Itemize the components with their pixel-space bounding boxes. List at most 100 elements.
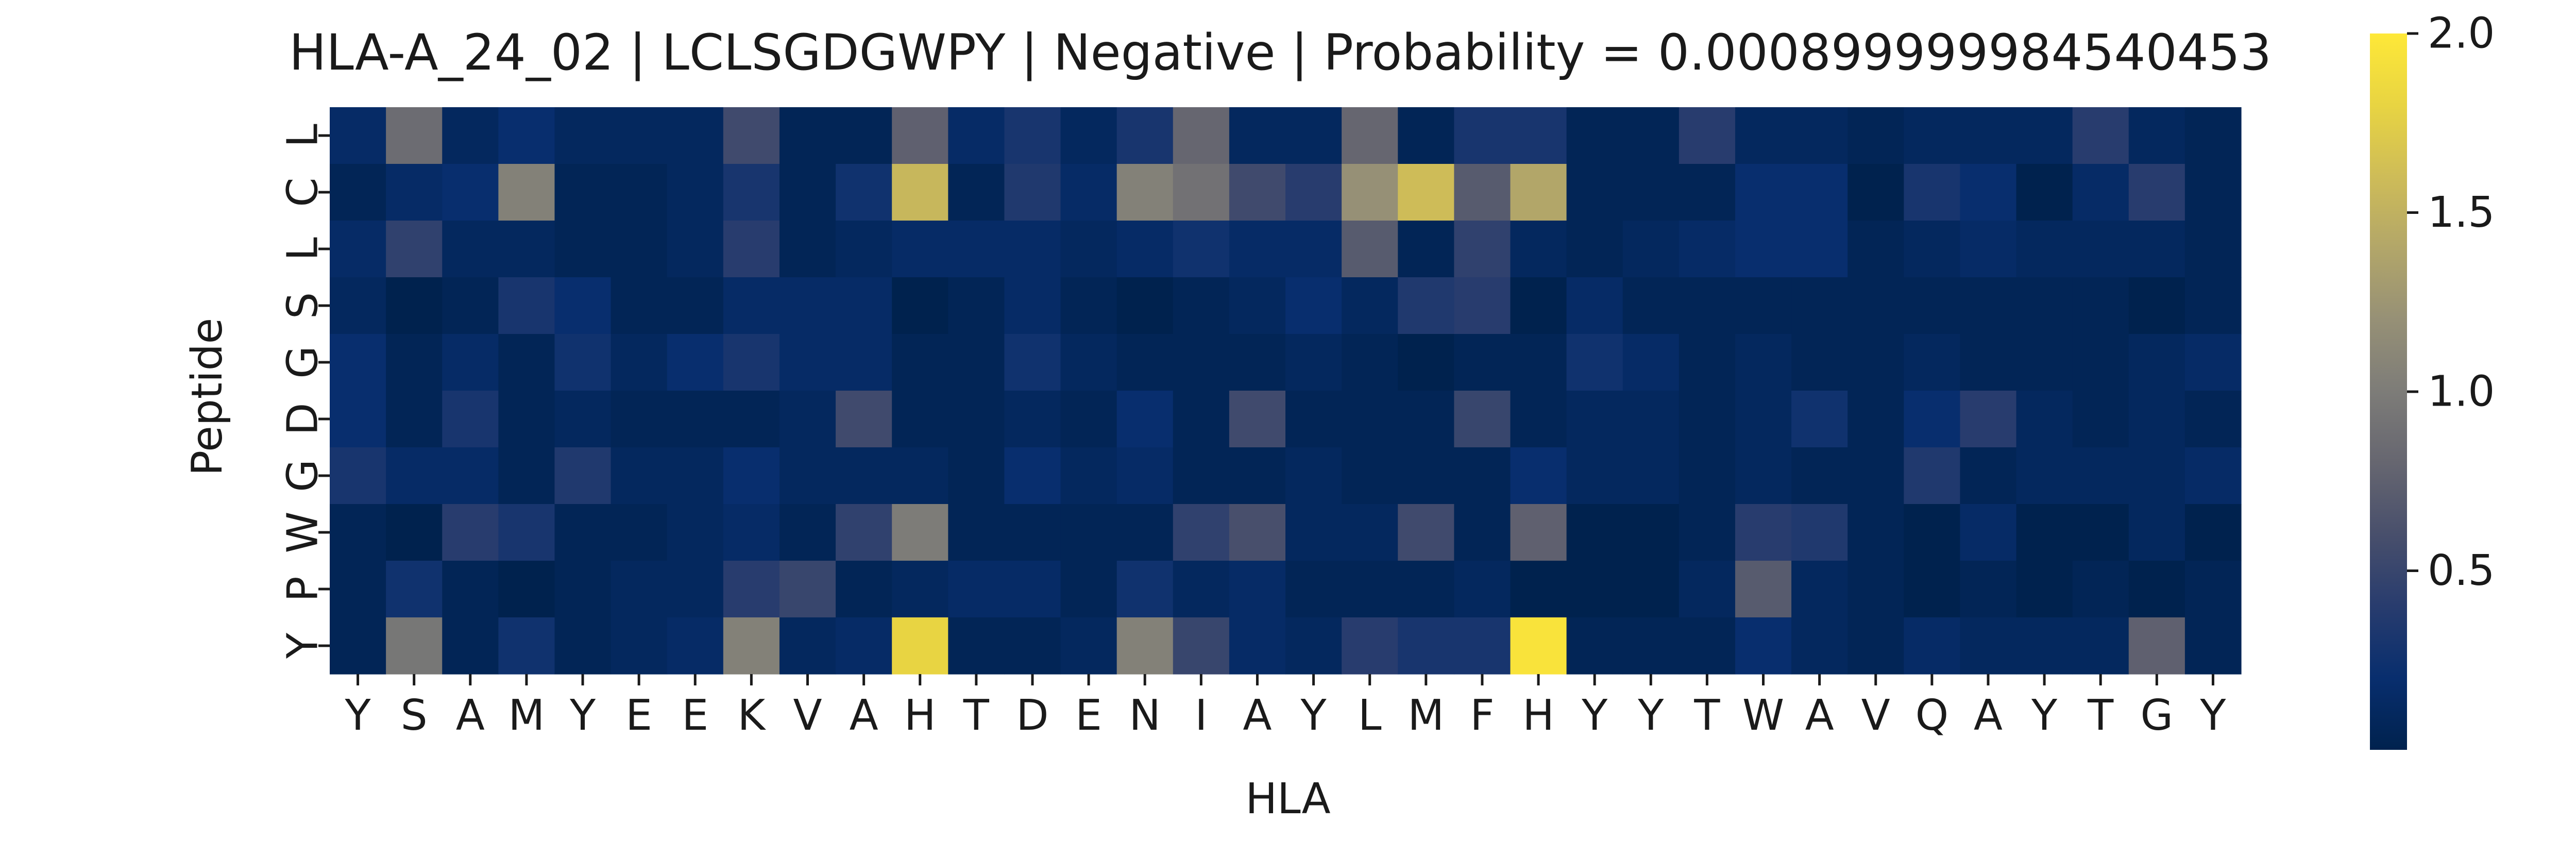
heatmap-cell xyxy=(1791,334,1848,391)
heatmap-cell xyxy=(1960,447,2017,505)
heatmap-cell xyxy=(1116,561,1174,618)
heatmap-cell xyxy=(1622,334,1680,391)
heatmap-cell xyxy=(836,617,892,675)
heatmap-cell xyxy=(892,164,948,221)
colorbar xyxy=(2370,33,2407,750)
heatmap-cell xyxy=(2128,107,2185,164)
heatmap-cell xyxy=(1904,617,1961,675)
heatmap-cell xyxy=(1735,504,1792,561)
heatmap-cell xyxy=(2072,164,2129,221)
heatmap-cell xyxy=(1173,277,1230,334)
heatmap-cell xyxy=(667,277,724,334)
chart-title: HLA-A_24_02 | LCLSGDGWPY | Negative | Pr… xyxy=(289,24,2272,82)
heatmap-cell xyxy=(1848,504,1904,561)
heatmap-cell xyxy=(1566,221,1623,278)
heatmap-cell xyxy=(1960,334,2017,391)
heatmap-cell xyxy=(330,277,386,334)
heatmap-cell xyxy=(1848,561,1904,618)
x-tick-label: V xyxy=(793,691,822,740)
heatmap-cell xyxy=(1735,617,1792,675)
x-tick-label: S xyxy=(401,691,428,740)
heatmap-cell xyxy=(892,221,948,278)
heatmap-cell xyxy=(2016,221,2073,278)
heatmap-cell xyxy=(1510,221,1567,278)
heatmap-cell xyxy=(386,617,443,675)
heatmap-cell xyxy=(1173,561,1230,618)
heatmap-cell xyxy=(1960,277,2017,334)
heatmap-cell xyxy=(1060,561,1117,618)
heatmap-cell xyxy=(1454,221,1511,278)
heatmap-cell xyxy=(1454,107,1511,164)
heatmap-cell xyxy=(1622,617,1680,675)
heatmap-cell xyxy=(667,447,724,505)
heatmap-cell xyxy=(1566,447,1623,505)
heatmap-cell xyxy=(1173,334,1230,391)
heatmap-cell xyxy=(1791,561,1848,618)
heatmap-cell xyxy=(1454,164,1511,221)
heatmap-cell xyxy=(892,617,948,675)
heatmap-cell xyxy=(1285,447,1342,505)
heatmap-cell xyxy=(2016,277,2073,334)
y-axis-ticks: LCLSGDGWPY xyxy=(279,124,330,659)
heatmap-cell xyxy=(2016,164,2073,221)
heatmap-cell xyxy=(1735,447,1792,505)
heatmap-cell xyxy=(1285,504,1342,561)
heatmap-cell xyxy=(2072,561,2129,618)
heatmap-cell xyxy=(2128,277,2185,334)
heatmap-cell xyxy=(330,164,386,221)
x-tick-label: Y xyxy=(2031,691,2058,740)
heatmap-cell xyxy=(1904,561,1961,618)
x-tick-label: L xyxy=(1358,691,1382,740)
heatmap-cell xyxy=(442,334,499,391)
heatmap-cell xyxy=(1791,277,1848,334)
heatmap-cell xyxy=(2072,107,2129,164)
heatmap-cell xyxy=(2184,561,2242,618)
heatmap-cell xyxy=(1229,617,1286,675)
heatmap-cell xyxy=(498,164,555,221)
heatmap-cell xyxy=(1566,164,1623,221)
heatmap-cell xyxy=(2072,504,2129,561)
heatmap-cell xyxy=(386,164,443,221)
heatmap-cell xyxy=(1342,447,1398,505)
x-axis-label: HLA xyxy=(1245,775,1330,824)
heatmap-cell xyxy=(1960,164,2017,221)
heatmap-cell xyxy=(1173,164,1230,221)
heatmap-cell xyxy=(667,617,724,675)
heatmap-cell xyxy=(836,334,892,391)
heatmap-cell xyxy=(1116,617,1174,675)
heatmap-cell xyxy=(498,221,555,278)
x-tick-label: A xyxy=(1243,691,1272,740)
heatmap-cell xyxy=(554,391,612,448)
heatmap-cell xyxy=(1622,447,1680,505)
heatmap-cell xyxy=(1510,617,1567,675)
heatmap-cell xyxy=(2184,334,2242,391)
heatmap-cell xyxy=(330,221,386,278)
heatmap-cell xyxy=(1173,221,1230,278)
heatmap-cell xyxy=(1398,561,1454,618)
heatmap-cell xyxy=(892,561,948,618)
heatmap-cell xyxy=(1960,221,2017,278)
heatmap-cell xyxy=(554,164,612,221)
heatmap-cell xyxy=(1229,277,1286,334)
heatmap-cell xyxy=(667,221,724,278)
heatmap-cell xyxy=(2016,617,2073,675)
heatmap-cell xyxy=(1060,164,1117,221)
heatmap-cell xyxy=(1229,561,1286,618)
heatmap-cell xyxy=(779,447,836,505)
x-tick-label: A xyxy=(456,691,485,740)
heatmap-cell xyxy=(442,164,499,221)
heatmap-cell xyxy=(554,277,612,334)
heatmap-cell xyxy=(1285,107,1342,164)
heatmap-cell xyxy=(1510,447,1567,505)
heatmap-cell xyxy=(1791,164,1848,221)
x-tick-label: Y xyxy=(345,691,371,740)
heatmap-cells xyxy=(330,107,2242,675)
heatmap-cell xyxy=(498,617,555,675)
heatmap-cell xyxy=(948,617,1005,675)
heatmap-cell xyxy=(1960,561,2017,618)
heatmap-cell xyxy=(611,107,668,164)
heatmap-cell xyxy=(948,447,1005,505)
heatmap-cell xyxy=(1116,277,1174,334)
heatmap-cell xyxy=(1454,447,1511,505)
